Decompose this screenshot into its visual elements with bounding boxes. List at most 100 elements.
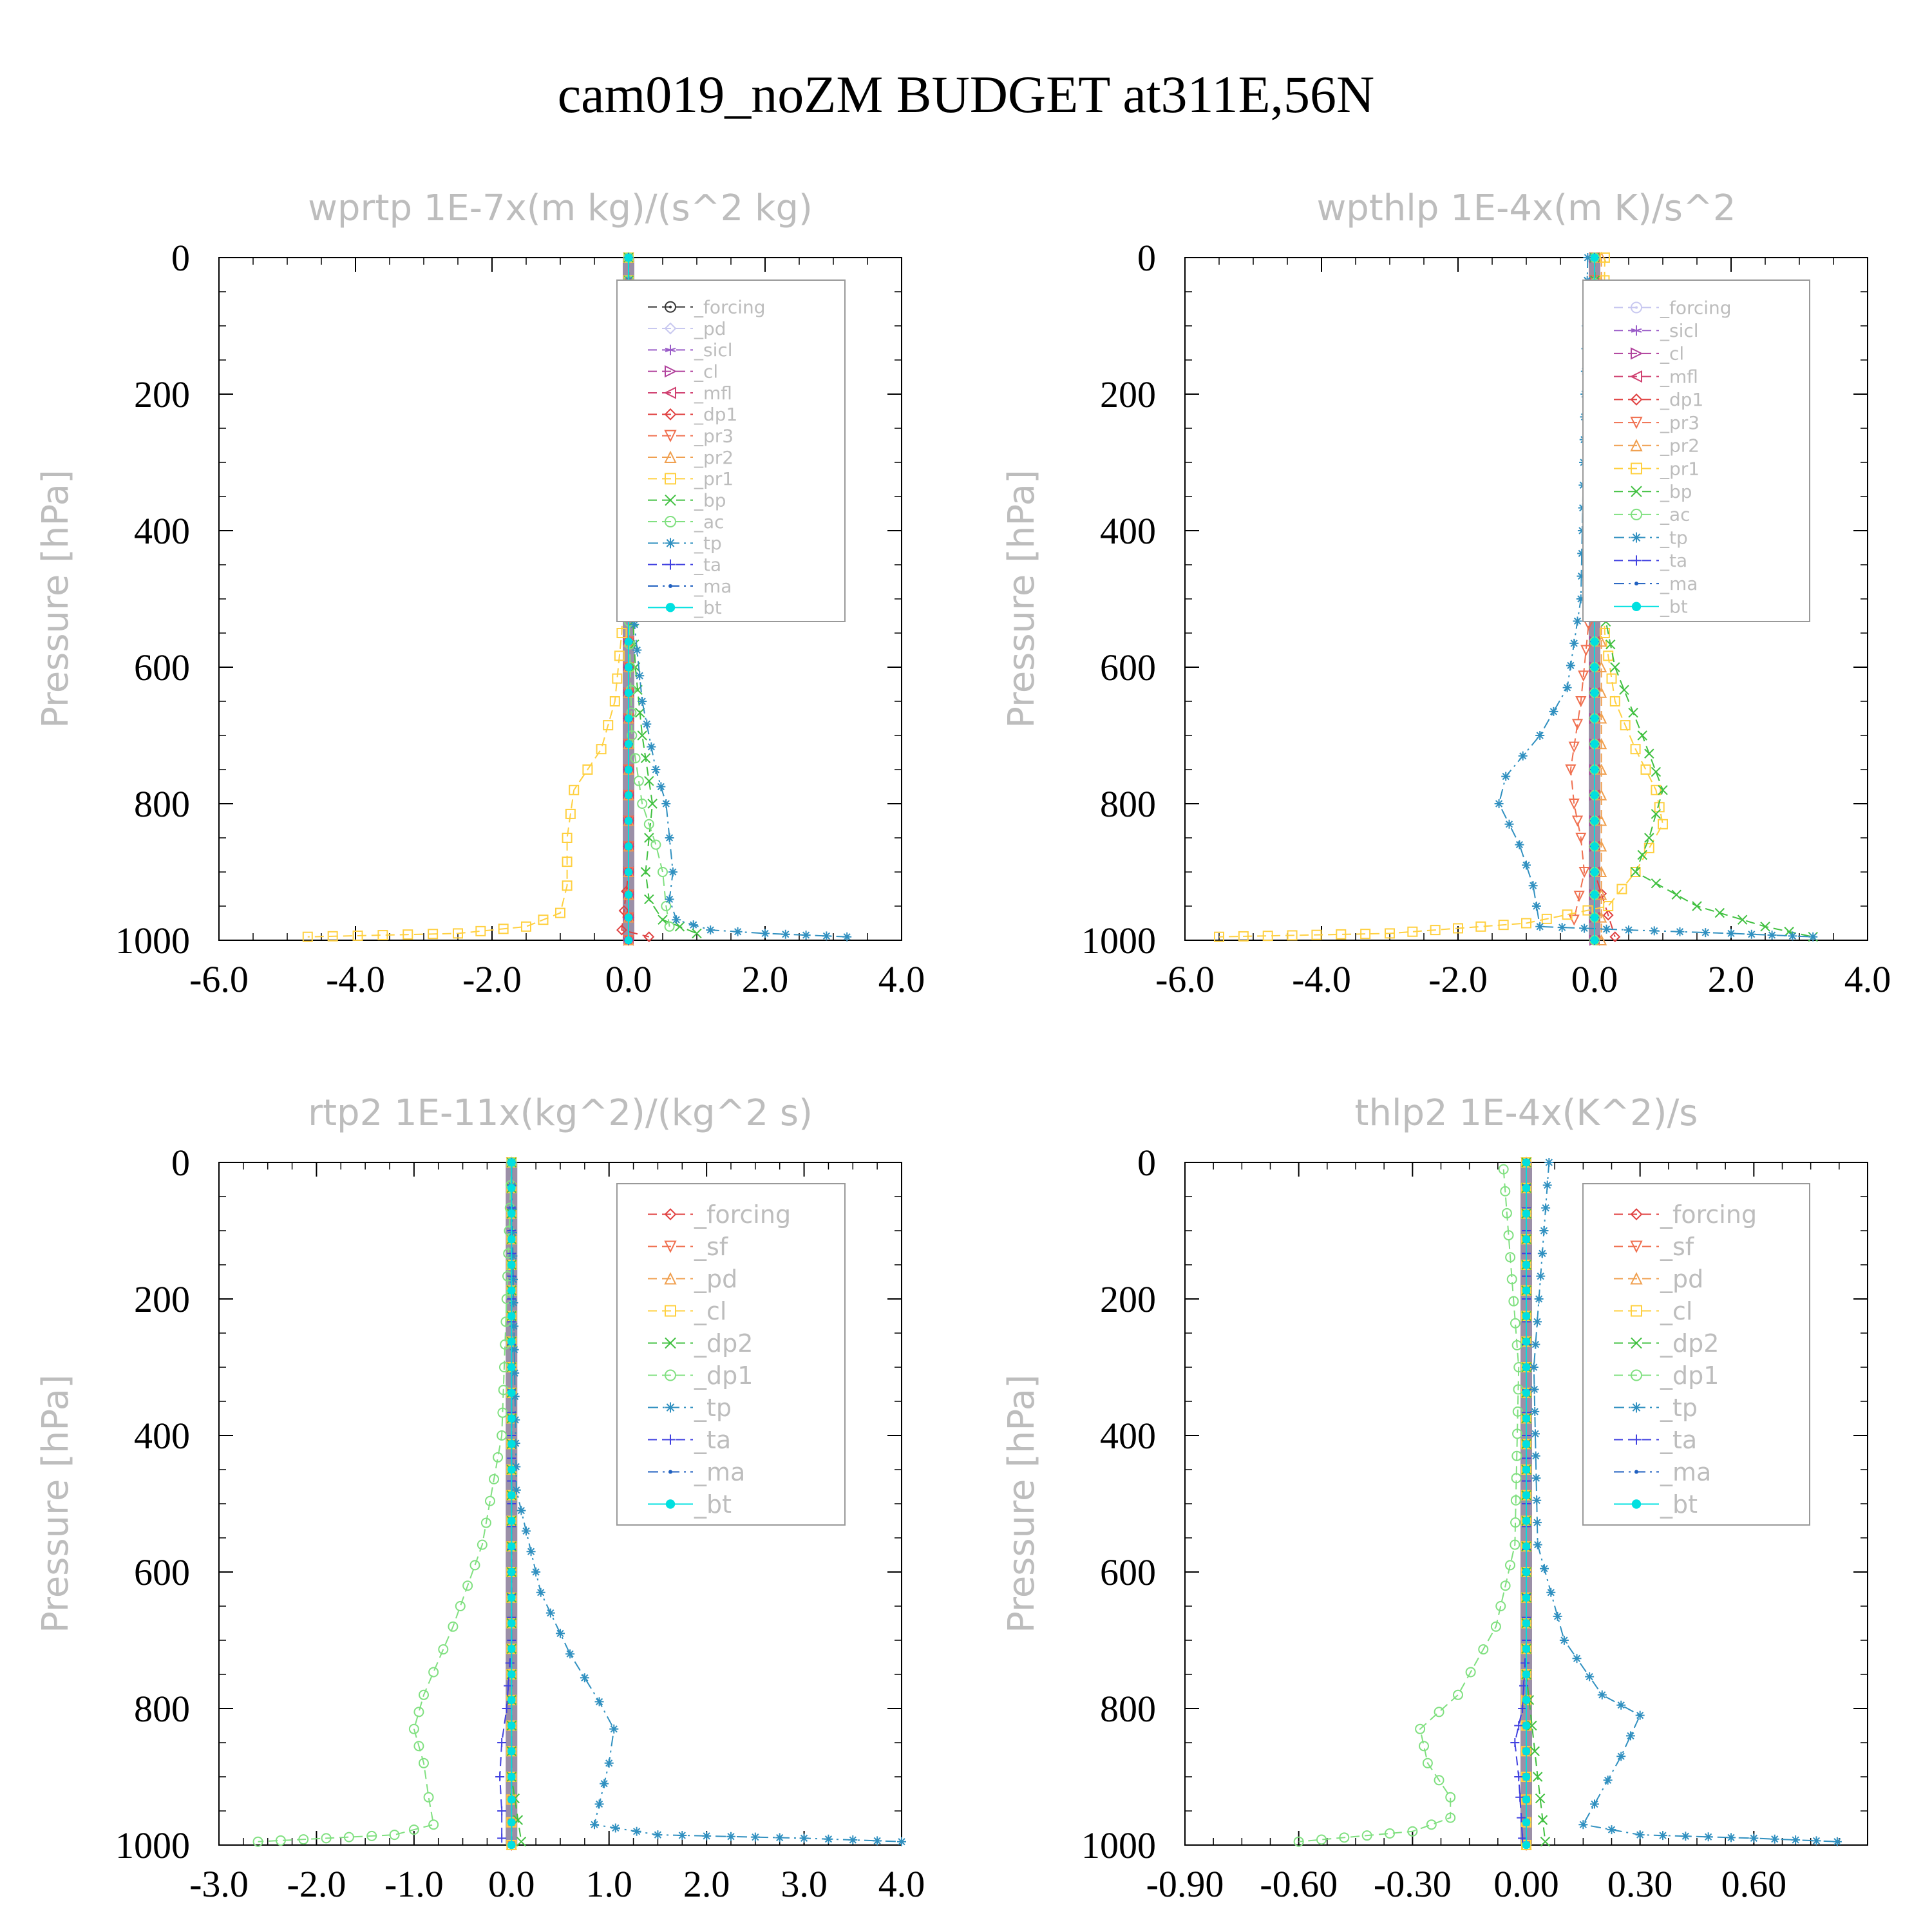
x-tick-label: -6.0 (189, 958, 249, 1000)
legend-label: _forcing (694, 1200, 791, 1229)
y-axis-label: Pressure [hPa] (35, 1374, 77, 1633)
data-point (1832, 1837, 1842, 1846)
legend-label: _bp (694, 489, 726, 511)
panel-2: wpthlp 1E-4x(m K)/s^2 Pressure [hPa] 0 200 4… (1001, 187, 1891, 1000)
data-point (1522, 1184, 1531, 1193)
data-point (1812, 1836, 1821, 1846)
legend-marker (1631, 555, 1642, 566)
data-point (1514, 1721, 1524, 1730)
legend-item: _tp (1614, 527, 1688, 548)
data-point (624, 253, 633, 262)
legend-label: _ma (1660, 1458, 1711, 1486)
data-point (590, 1820, 599, 1830)
data-point (1565, 764, 1577, 776)
data-point (1530, 1406, 1540, 1416)
data-point (799, 1833, 809, 1843)
legend-label: _bt (1660, 596, 1688, 618)
data-point (1522, 1593, 1531, 1602)
legend-marker (665, 301, 676, 313)
data-point (1522, 1619, 1531, 1627)
legend-label: _bp (1660, 481, 1692, 502)
legend-label: _tp (694, 533, 722, 554)
legend-item: _cl (1614, 1297, 1692, 1325)
data-point (1512, 1428, 1523, 1439)
data-point (1534, 1294, 1544, 1303)
data-point (1625, 1731, 1635, 1741)
series-tp (507, 1158, 906, 1846)
data-point (873, 1836, 882, 1846)
figure-title: cam019_noZM BUDGET at311E,56N (557, 65, 1375, 124)
data-point (321, 1833, 332, 1844)
legend-item: _dp1 (1614, 389, 1703, 410)
data-point (1808, 932, 1818, 942)
data-point (1510, 1318, 1520, 1329)
legend-marker (663, 386, 676, 399)
x-tick-label: -2.0 (1428, 958, 1488, 1000)
data-point (726, 1832, 735, 1841)
data-point (1692, 901, 1702, 911)
legend-label: _pr3 (694, 425, 734, 446)
panel-1: wprtp 1E-7x(m kg)/(s^2 kg) Pressure [hPa]… (35, 187, 925, 1000)
data-point (275, 1835, 286, 1846)
data-point (1536, 1271, 1546, 1281)
legend-marker (1631, 1369, 1642, 1381)
data-point (1518, 1704, 1528, 1713)
data-point (1575, 696, 1587, 708)
legend-label: _bt (694, 1490, 732, 1519)
data-point (507, 1593, 516, 1602)
legend-item: _pr2 (648, 447, 734, 468)
data-point (1658, 785, 1668, 795)
data-point (453, 928, 463, 939)
legend-label: _mfl (694, 383, 732, 404)
data-point (469, 1560, 480, 1571)
data-point (664, 921, 675, 932)
legend-label: _ma (1660, 573, 1698, 594)
legend-item: _sf (1614, 1233, 1695, 1261)
data-point (1572, 1654, 1582, 1663)
legend-label: _dp2 (1660, 1329, 1719, 1358)
data-point (1590, 637, 1599, 646)
data-point (1582, 905, 1593, 916)
data-point (1465, 1667, 1476, 1678)
panel-3: rtp2 1E-11x(kg^2)/(kg^2 s) Pressure [hPa]… (35, 1092, 925, 1905)
legend-marker (665, 365, 677, 378)
data-point (521, 921, 531, 932)
data-point (507, 1517, 516, 1525)
legend-marker (1631, 532, 1642, 543)
y-axis-label: Pressure [hPa] (1001, 1374, 1043, 1633)
legend-marker (1634, 1470, 1638, 1474)
data-point (489, 1473, 500, 1484)
y-tick-label: 400 (134, 510, 190, 552)
data-point (507, 1491, 516, 1500)
data-point (507, 1209, 516, 1218)
data-point (302, 931, 313, 942)
data-point (604, 1758, 614, 1768)
data-point (1624, 925, 1633, 935)
legend-marker (665, 473, 676, 485)
data-point (616, 628, 627, 638)
data-point (1590, 253, 1599, 262)
y-tick-label: 200 (1100, 374, 1156, 415)
legend-label: _sicl (694, 339, 733, 361)
data-point (761, 929, 770, 938)
data-point (498, 923, 509, 934)
y-tick-label: 1000 (1081, 1824, 1156, 1866)
data-point (1637, 849, 1647, 860)
data-point (1644, 833, 1654, 843)
data-point (505, 1658, 515, 1668)
legend-marker (1631, 301, 1642, 314)
data-point (1603, 901, 1614, 911)
data-point (1791, 1835, 1801, 1845)
data-point (632, 1826, 641, 1836)
legend: _forcing_pd_sicl_cl_mfl_dp1_pr3_pr2_pr1_… (616, 279, 846, 622)
legend-item: _pr2 (1614, 435, 1700, 457)
data-point (1541, 1203, 1551, 1213)
legend-item: _ta (1614, 1426, 1697, 1454)
data-point (677, 1830, 687, 1840)
data-point (1658, 819, 1668, 829)
data-point (1557, 923, 1567, 933)
series-line (258, 1162, 513, 1842)
x-tick-label: -0.30 (1374, 1863, 1452, 1905)
data-point (448, 1621, 459, 1632)
data-point (644, 894, 654, 905)
